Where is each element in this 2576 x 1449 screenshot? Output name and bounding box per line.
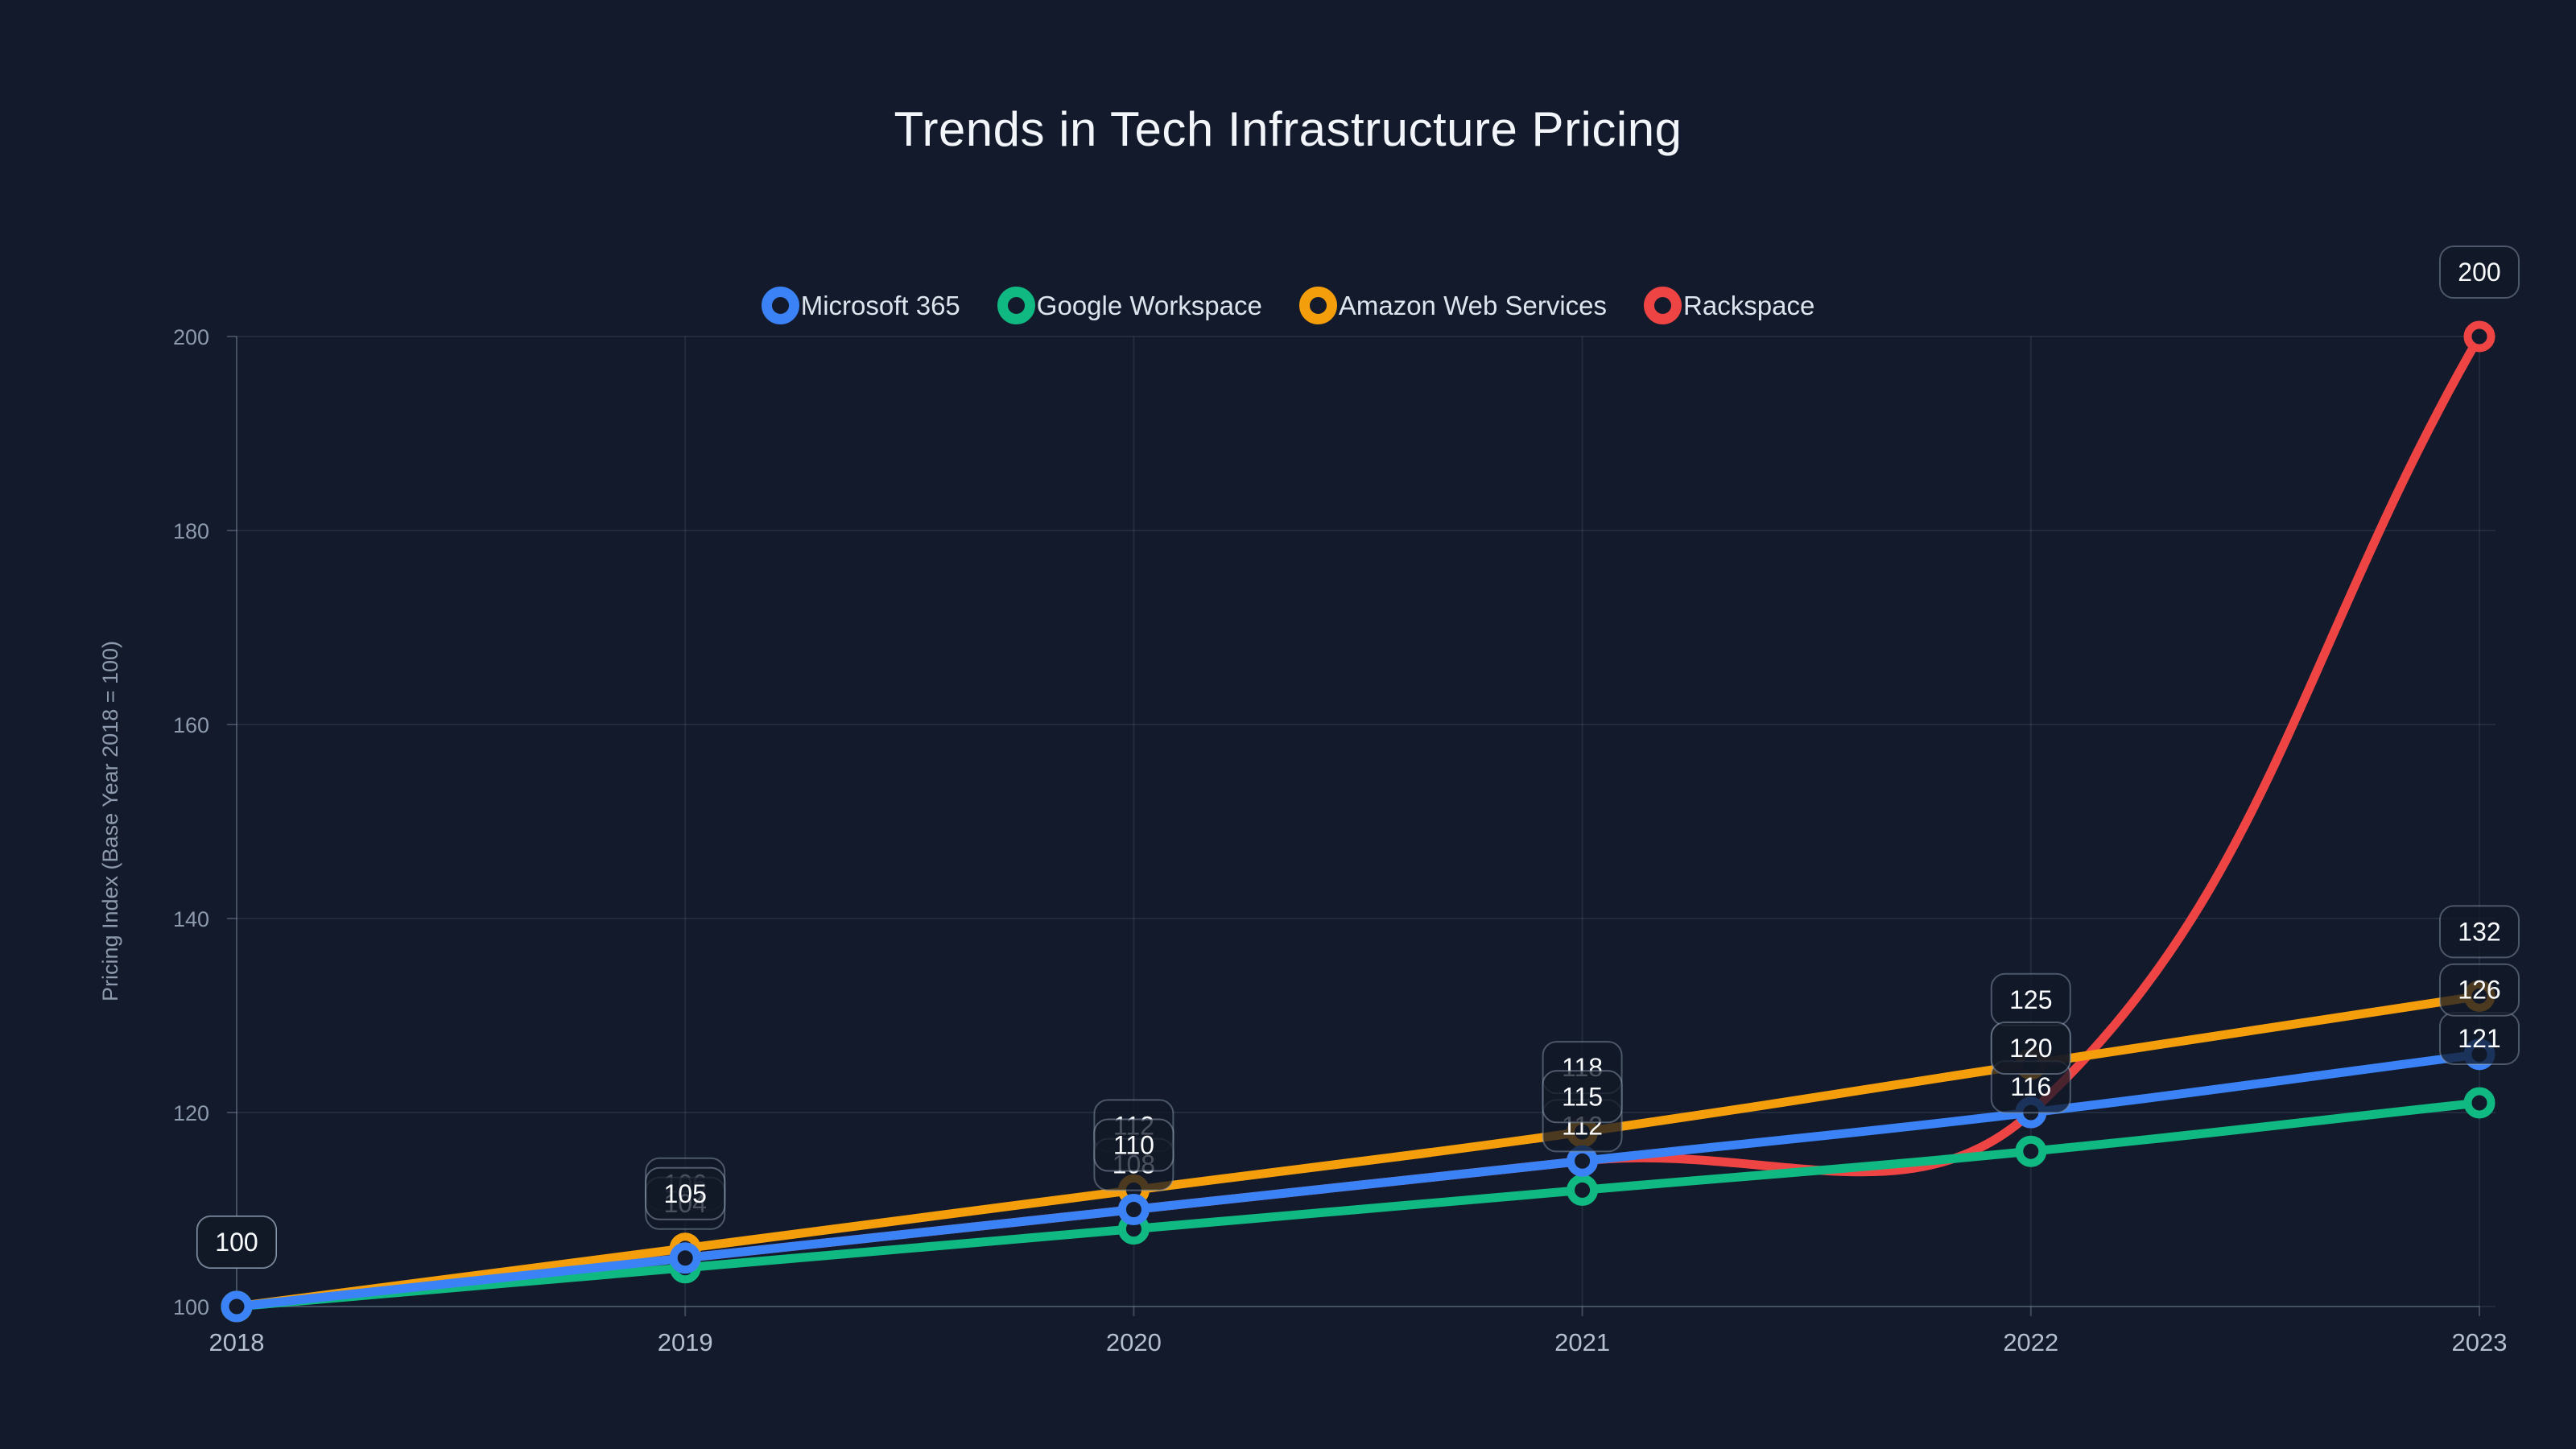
legend-label: Google Workspace	[1036, 291, 1262, 320]
y-tick-label-100: 100	[173, 1295, 209, 1319]
legend: Microsoft 365 Google Workspace Amazon Web …	[0, 287, 2576, 324]
data-label-box	[2439, 905, 2520, 959]
data-label-box	[1093, 1118, 1174, 1172]
data-label-value: 100	[215, 1228, 258, 1257]
data-label-google-workspace-2022: 116	[1990, 1060, 2071, 1114]
data-label-microsoft-365-2018: 100	[196, 1216, 277, 1269]
data-label-value: 132	[2458, 917, 2500, 946]
data-point-microsoft-365-2020[interactable]	[1117, 1194, 1150, 1225]
y-tick-label-140: 140	[173, 907, 209, 931]
legend-label: Microsoft 365	[800, 291, 960, 320]
data-label-amazon-web-services-2022: 125	[1990, 972, 2071, 1026]
legend-marker-google-workspace	[997, 287, 1035, 324]
legend-label: Rackspace	[1683, 291, 1815, 320]
data-label-box	[196, 1216, 277, 1269]
data-label-box	[1542, 1070, 1623, 1124]
data-label-box	[645, 1166, 726, 1220]
data-label-box	[1990, 1022, 2071, 1075]
y-tick-label-120: 120	[173, 1101, 209, 1125]
data-point-microsoft-365-2018[interactable]	[221, 1290, 253, 1323]
data-label-value: 105	[664, 1179, 707, 1208]
x-tick-label-2019: 2019	[658, 1328, 713, 1356]
data-point-google-workspace-2023[interactable]	[2463, 1087, 2496, 1119]
chart-title: Trends in Tech Infrastructure Pricing	[894, 102, 1682, 156]
legend-marker-microsoft-365	[761, 287, 799, 324]
data-label-microsoft-365-2019: 105	[645, 1166, 726, 1220]
y-tick-label-180: 180	[173, 519, 209, 543]
series-line-google-workspace	[232, 1098, 2484, 1311]
data-point-microsoft-365-2019[interactable]	[669, 1242, 701, 1274]
data-label-rackspace-2023: 200	[2439, 246, 2520, 299]
data-label-box	[2439, 246, 2520, 299]
x-tick-label-2018: 2018	[209, 1328, 265, 1356]
legend-item-rackspace[interactable]: Rackspace	[1644, 287, 1814, 324]
data-label-microsoft-365-2020: 110	[1093, 1118, 1174, 1172]
data-label-google-workspace-2023: 121	[2439, 1011, 2520, 1065]
data-label-value: 115	[1562, 1082, 1603, 1111]
data-label-value: 116	[2010, 1072, 2051, 1101]
y-axis-title: Pricing Index (Base Year 2018 = 100)	[98, 641, 122, 1001]
data-label-microsoft-365-2022: 120	[1990, 1022, 2071, 1075]
data-label-amazon-web-services-2023: 132	[2439, 905, 2520, 959]
data-label-microsoft-365-2023: 126	[2439, 963, 2520, 1017]
data-label-value: 110	[1113, 1131, 1154, 1160]
data-point-microsoft-365-2021[interactable]	[1567, 1145, 1599, 1177]
series-google-workspace	[221, 1087, 2496, 1323]
y-tick-label-200: 200	[173, 325, 209, 349]
legend-marker-rackspace	[1644, 287, 1682, 324]
series-line-microsoft-365	[232, 1050, 2484, 1311]
x-tick-label-2020: 2020	[1106, 1328, 1162, 1356]
data-point-google-workspace-2021[interactable]	[1567, 1174, 1599, 1206]
data-label-value: 120	[2009, 1034, 2052, 1063]
data-label-layer: 1001051101151202001001061121181251321001…	[196, 246, 2520, 1269]
legend-marker-amazon-web-services	[1298, 287, 1337, 324]
legend-item-microsoft-365[interactable]: Microsoft 365	[761, 287, 960, 324]
data-point-google-workspace-2022[interactable]	[2015, 1135, 2047, 1167]
series-rackspace	[221, 320, 2496, 1323]
data-label-microsoft-365-2021: 115	[1542, 1070, 1623, 1124]
series-line-amazon-web-services	[232, 991, 2484, 1311]
data-label-value: 125	[2009, 985, 2052, 1014]
legend-item-google-workspace[interactable]: Google Workspace	[997, 287, 1262, 324]
legend-label: Amazon Web Services	[1338, 291, 1608, 320]
data-label-value: 126	[2458, 976, 2500, 1005]
grid	[227, 336, 2496, 1316]
y-tick-label-160: 160	[173, 713, 209, 737]
data-label-box	[2439, 963, 2520, 1017]
legend-item-amazon-web-services[interactable]: Amazon Web Services	[1298, 287, 1608, 324]
x-tick-label-2022: 2022	[2003, 1328, 2058, 1356]
series-layer	[221, 320, 2496, 1323]
data-label-value: 200	[2458, 258, 2500, 287]
x-tick-label-2023: 2023	[2452, 1328, 2508, 1356]
data-label-value: 121	[2458, 1024, 2500, 1053]
data-point-rackspace-2023[interactable]	[2463, 320, 2496, 353]
x-tick-label-2021: 2021	[1554, 1328, 1610, 1356]
